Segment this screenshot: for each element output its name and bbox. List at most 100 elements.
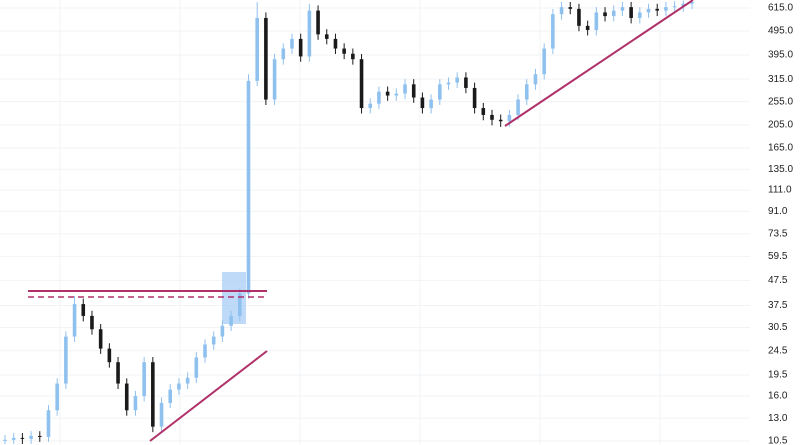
candle-body [237, 293, 242, 316]
y-axis: 615.0 495.0 395.0 315.0 255.0 205.0 165.0 135.0… [768, 3, 793, 445]
candle-body [611, 10, 616, 17]
trendline [149, 350, 268, 442]
candle-body [603, 12, 607, 17]
candle-body [594, 12, 599, 31]
candle-body [655, 8, 660, 11]
candle-body [72, 304, 77, 337]
candle-body [29, 435, 33, 439]
candle-body [116, 362, 120, 384]
candle-body [107, 348, 112, 363]
highlight-box [222, 272, 246, 324]
candle-body [246, 80, 251, 294]
y-tick-label: 111.0 [768, 185, 792, 196]
grid [0, 7, 750, 442]
candle-body [672, 6, 677, 8]
candle-body [203, 344, 207, 358]
candle-body [472, 87, 477, 109]
candle-body [272, 59, 277, 100]
y-tick-label: 59.5 [768, 251, 788, 262]
candle-body [151, 362, 155, 427]
candle-body [411, 84, 416, 98]
candle-body [20, 437, 25, 439]
vertical-grid [59, 0, 661, 445]
candle-body [298, 38, 303, 57]
y-tick-label: 91.0 [768, 206, 788, 217]
candle-body [377, 91, 381, 104]
y-tick-label: 13.0 [768, 413, 788, 424]
candle-body [177, 383, 181, 390]
candle-body [577, 8, 581, 26]
y-tick-label: 395.0 [768, 50, 793, 61]
candle-body [438, 84, 442, 100]
y-tick-label: 495.0 [768, 26, 793, 37]
candle-body [629, 7, 633, 18]
candle-body [646, 8, 651, 13]
y-tick-label: 19.5 [768, 370, 788, 381]
y-tick-label: 165.0 [768, 143, 793, 154]
trendline [504, 0, 694, 127]
candle-body [64, 336, 68, 384]
y-tick-label: 205.0 [768, 119, 793, 130]
candle-body [11, 437, 16, 440]
candle-body [46, 410, 51, 437]
candle-body [290, 38, 294, 49]
candle-body [542, 48, 546, 75]
y-tick-label: 10.5 [768, 436, 788, 445]
y-tick-label: 37.5 [768, 300, 788, 311]
candle-body [316, 10, 320, 35]
candle-body [690, 2, 694, 4]
candle-body [168, 389, 173, 403]
candle-body [98, 329, 103, 349]
candle-body [481, 108, 486, 115]
y-tick-label: 315.0 [768, 74, 793, 85]
candle-body [55, 383, 59, 411]
candle-body [324, 34, 329, 39]
candle-body [533, 74, 538, 85]
candle-body [394, 93, 399, 96]
y-tick-label: 30.5 [768, 322, 788, 333]
candle-body [524, 84, 529, 100]
candle-body [498, 119, 503, 122]
candle-body [159, 402, 164, 427]
candle-body [333, 38, 338, 49]
candle-body [516, 99, 520, 115]
candle-body [420, 97, 425, 109]
candle-body [568, 7, 573, 9]
y-tick-label: 255.0 [768, 96, 793, 107]
candle-body [3, 439, 7, 441]
candle-body [255, 17, 259, 81]
candle-body [368, 103, 373, 109]
candle-body [342, 48, 346, 54]
y-tick-label: 135.0 [768, 164, 793, 175]
candle-body [351, 53, 355, 60]
candle-body [211, 336, 216, 345]
candle-body [551, 14, 555, 49]
candle-body [403, 84, 407, 94]
candle-body [681, 3, 686, 7]
candle-body [220, 325, 225, 337]
candle-body [638, 12, 642, 18]
candle-body [194, 357, 199, 378]
y-tick-label: 73.5 [768, 229, 788, 240]
candle-body [90, 315, 94, 330]
candle-body [664, 7, 668, 11]
candle-body [185, 377, 190, 384]
candle-body [359, 59, 364, 109]
candle-body [229, 315, 233, 326]
candle-body [490, 114, 494, 120]
y-tick-label: 47.5 [768, 275, 788, 286]
candle-body [507, 114, 512, 122]
candle-body [124, 383, 129, 411]
candle-body [559, 7, 564, 15]
candle-body [281, 48, 286, 60]
candles [3, 0, 694, 444]
candle-body [81, 304, 86, 316]
candle-body [464, 77, 468, 88]
candle-body [307, 10, 312, 57]
y-tick-label: 24.5 [768, 345, 788, 356]
candle-body [446, 82, 451, 85]
candle-body [620, 7, 625, 11]
candle-body [142, 362, 146, 397]
candle-body [133, 396, 138, 411]
